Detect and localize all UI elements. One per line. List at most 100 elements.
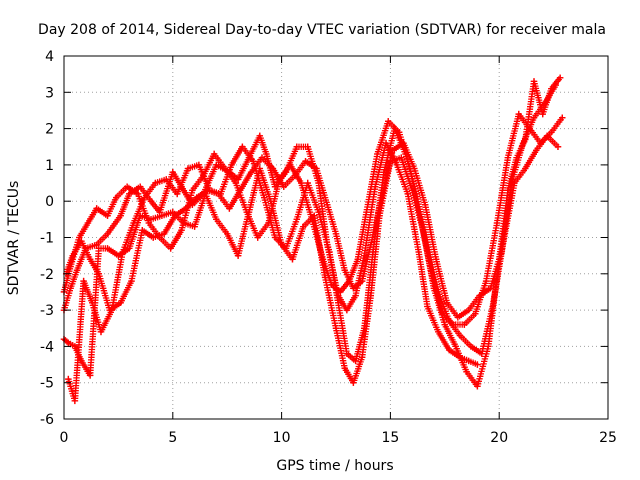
y-tick-label: 2 <box>45 122 54 138</box>
data-point <box>80 277 87 285</box>
data-point <box>313 165 320 172</box>
data-point <box>163 176 170 183</box>
data-point <box>519 139 527 147</box>
data-point <box>297 179 305 187</box>
data-point <box>441 321 448 328</box>
data-point <box>86 372 94 379</box>
data-point <box>113 194 120 201</box>
data-point <box>415 248 422 256</box>
y-tick-label: -3 <box>40 303 54 319</box>
data-point <box>424 241 431 248</box>
data-point <box>115 252 122 259</box>
data-point <box>493 219 501 227</box>
data-point <box>559 114 566 121</box>
data-point <box>119 248 126 256</box>
data-point <box>515 110 522 118</box>
data-point <box>280 183 287 190</box>
data-point <box>461 321 468 328</box>
data-point <box>343 350 351 357</box>
data-point <box>250 158 257 165</box>
y-tick-label: -2 <box>40 267 54 283</box>
data-point <box>352 357 359 365</box>
data-point <box>424 303 431 310</box>
data-point <box>522 165 529 172</box>
data-point <box>86 256 94 263</box>
data-point <box>282 245 290 252</box>
data-point <box>232 179 240 187</box>
data-point <box>104 245 111 252</box>
y-tick-label: -5 <box>40 376 54 392</box>
data-point <box>404 190 412 198</box>
data-point <box>374 150 381 158</box>
data-point <box>167 245 174 252</box>
data-point <box>478 350 485 357</box>
data-point <box>532 147 540 154</box>
data-point <box>380 168 388 176</box>
data-point <box>556 74 564 81</box>
data-point <box>269 165 277 172</box>
y-tick-label: 4 <box>45 49 54 65</box>
data-point <box>358 277 366 285</box>
x-tick-label: 25 <box>599 430 617 446</box>
data-point <box>452 343 459 350</box>
data-point <box>128 277 135 285</box>
data-point <box>500 237 507 245</box>
data-point <box>319 256 327 263</box>
data-point <box>71 397 79 405</box>
data-point <box>263 150 270 158</box>
data-point <box>552 81 559 89</box>
data-point <box>191 223 198 230</box>
data-point <box>435 288 442 296</box>
x-axis-title: GPS time / hours <box>276 458 393 474</box>
data-point <box>304 179 311 187</box>
data-point <box>463 368 470 376</box>
data-point <box>65 339 72 346</box>
y-tick-label: -4 <box>40 339 54 355</box>
data-point <box>332 230 340 238</box>
data-point <box>289 256 296 263</box>
data-point <box>226 205 233 212</box>
x-tick-label: 0 <box>60 430 69 446</box>
data-point <box>332 325 340 332</box>
data-point <box>71 343 79 350</box>
data-point <box>341 364 348 372</box>
data-point <box>465 357 472 365</box>
data-point <box>445 317 453 325</box>
data-point <box>326 248 333 256</box>
data-point <box>293 216 301 223</box>
data-point <box>126 190 133 198</box>
x-tick-label: 20 <box>490 430 508 446</box>
data-point <box>78 357 85 365</box>
data-point <box>117 212 124 219</box>
data-point <box>256 132 264 140</box>
data-point <box>350 379 357 386</box>
data-point <box>254 234 261 241</box>
data-point <box>385 118 392 125</box>
data-point <box>541 99 549 107</box>
data-point <box>147 198 155 205</box>
data-point <box>104 230 111 238</box>
data-point <box>73 266 81 274</box>
data-point <box>271 234 279 241</box>
data-point <box>224 230 231 238</box>
data-point <box>217 190 224 198</box>
data-point <box>302 158 309 165</box>
data-point <box>65 375 72 383</box>
data-point <box>206 187 213 194</box>
data-point <box>260 194 268 201</box>
data-point <box>345 277 353 285</box>
data-point <box>398 154 405 161</box>
data-point <box>341 266 348 274</box>
data-point <box>247 168 255 176</box>
data-point <box>123 183 131 190</box>
data-point <box>293 143 301 150</box>
data-point <box>287 161 294 169</box>
data-point <box>354 256 361 263</box>
data-point <box>474 383 481 390</box>
data-point <box>324 201 331 209</box>
data-point <box>67 263 74 270</box>
data-point <box>543 132 551 140</box>
data-point <box>337 288 344 296</box>
x-tick-label: 15 <box>381 430 399 446</box>
data-point <box>482 277 490 285</box>
